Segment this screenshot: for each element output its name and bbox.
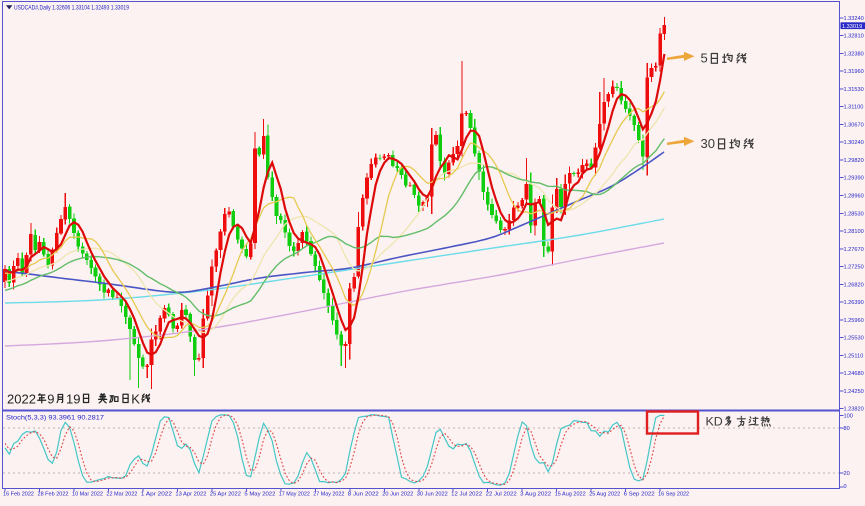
svg-text:10 Mar 2022: 10 Mar 2022 bbox=[72, 492, 103, 498]
svg-text:22 Mar 2022: 22 Mar 2022 bbox=[106, 492, 137, 498]
svg-text:1.24250: 1.24250 bbox=[844, 389, 864, 395]
svg-text:22 Jul 2022: 22 Jul 2022 bbox=[486, 492, 517, 498]
svg-text:12 Jul 2022: 12 Jul 2022 bbox=[451, 492, 482, 498]
svg-text:100: 100 bbox=[844, 413, 853, 419]
svg-text:15 Aug 2022: 15 Aug 2022 bbox=[555, 492, 586, 498]
svg-text:USDCAD#,Daily 1.32606 1.33104: USDCAD#,Daily 1.32606 1.33104 1.32493 1.… bbox=[14, 5, 129, 12]
svg-text:13 Apr 2022: 13 Apr 2022 bbox=[175, 492, 206, 498]
svg-text:3 Aug 2022: 3 Aug 2022 bbox=[520, 492, 551, 498]
svg-text:25 Aug 2022: 25 Aug 2022 bbox=[589, 492, 620, 498]
svg-text:1.28960: 1.28960 bbox=[844, 194, 864, 200]
svg-text:20: 20 bbox=[844, 471, 850, 477]
svg-text:1.27670: 1.27670 bbox=[844, 247, 864, 253]
svg-text:1.28530: 1.28530 bbox=[844, 211, 864, 217]
svg-text:1.29820: 1.29820 bbox=[844, 158, 864, 164]
svg-text:28 Feb 2022: 28 Feb 2022 bbox=[38, 492, 69, 498]
svg-text:1 Apr 2022: 1 Apr 2022 bbox=[141, 492, 172, 498]
svg-text:1.26390: 1.26390 bbox=[844, 300, 864, 306]
svg-text:16 Feb 2022: 16 Feb 2022 bbox=[3, 492, 34, 498]
svg-text:1.23820: 1.23820 bbox=[844, 407, 864, 413]
svg-text:6 Sep 2022: 6 Sep 2022 bbox=[624, 492, 655, 498]
svg-text:2022: 2022 bbox=[7, 391, 36, 406]
svg-text:16 Sep 2022: 16 Sep 2022 bbox=[658, 492, 689, 498]
svg-text:1.25530: 1.25530 bbox=[844, 336, 864, 342]
svg-text:1.32810: 1.32810 bbox=[844, 34, 864, 40]
svg-text:30 Jun 2022: 30 Jun 2022 bbox=[417, 492, 448, 498]
svg-text:KD: KD bbox=[706, 415, 723, 429]
svg-text:Stoch(5,3,3) 93.3961 90.2817: Stoch(5,3,3) 93.3961 90.2817 bbox=[6, 415, 104, 422]
svg-text:1.31960: 1.31960 bbox=[844, 69, 864, 75]
svg-text:1.24680: 1.24680 bbox=[844, 371, 864, 377]
svg-text:K: K bbox=[131, 391, 140, 406]
svg-text:27 May 2022: 27 May 2022 bbox=[313, 492, 344, 498]
svg-text:30: 30 bbox=[701, 136, 715, 151]
svg-text:1.30670: 1.30670 bbox=[844, 122, 864, 128]
svg-text:1.25960: 1.25960 bbox=[844, 318, 864, 324]
svg-text:19: 19 bbox=[66, 391, 80, 406]
svg-text:1.32380: 1.32380 bbox=[844, 51, 864, 57]
svg-text:1.33240: 1.33240 bbox=[844, 16, 864, 22]
svg-text:1.30240: 1.30240 bbox=[844, 140, 864, 146]
svg-text:5: 5 bbox=[701, 51, 708, 66]
svg-text:1.26820: 1.26820 bbox=[844, 282, 864, 288]
svg-text:1.31100: 1.31100 bbox=[844, 105, 864, 111]
svg-text:1.28100: 1.28100 bbox=[844, 229, 864, 235]
svg-text:1.25110: 1.25110 bbox=[844, 353, 864, 359]
svg-text:8 Jun 2022: 8 Jun 2022 bbox=[348, 492, 379, 498]
svg-text:1.31530: 1.31530 bbox=[844, 87, 864, 93]
svg-text:20 Jun 2022: 20 Jun 2022 bbox=[382, 492, 413, 498]
svg-text:5 May 2022: 5 May 2022 bbox=[244, 492, 275, 498]
svg-text:25 Apr 2022: 25 Apr 2022 bbox=[210, 492, 241, 498]
svg-text:1.33019: 1.33019 bbox=[842, 24, 862, 30]
svg-text:80: 80 bbox=[844, 426, 850, 432]
svg-text:0: 0 bbox=[844, 484, 847, 490]
svg-text:17 May 2022: 17 May 2022 bbox=[279, 492, 310, 498]
svg-text:1.27250: 1.27250 bbox=[844, 265, 864, 271]
svg-text:1.29390: 1.29390 bbox=[844, 176, 864, 182]
svg-text:9: 9 bbox=[47, 391, 54, 406]
